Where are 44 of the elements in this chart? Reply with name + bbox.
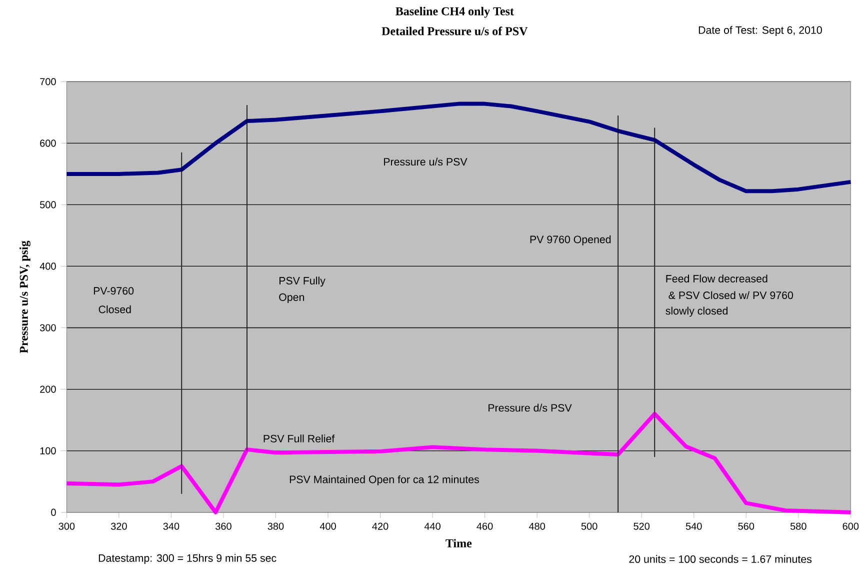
annotation: Feed Flow decreased	[666, 274, 768, 282]
text: 20 units = 100 seconds = 1.67 minutes	[629, 555, 812, 563]
chart-title: Baseline CH4 only Test	[396, 6, 514, 18]
y-tick-label: 0	[51, 508, 56, 516]
y-tick-label: 100	[40, 447, 56, 454]
y-tick-label: 400	[40, 262, 56, 270]
x-tick-label: 540	[686, 522, 702, 530]
x-axis-title: Time	[446, 538, 472, 548]
x-tick-label: 560	[738, 522, 754, 530]
line-series	[64, 412, 853, 514]
y-tick-label: 600	[40, 140, 56, 147]
annotation: slowly closed	[666, 306, 728, 317]
annotation: PSV Maintained Open for ca 12 minutes	[290, 475, 479, 486]
text: Datestamp: 300 = 15hrs 9 min 55 sec	[98, 554, 276, 564]
x-tick-label: 480	[528, 522, 546, 530]
x-tick-label: 340	[163, 522, 180, 530]
annotation: Open	[279, 293, 304, 304]
annotation: Closed	[98, 305, 131, 314]
annotation: Pressure d/s PSV	[488, 404, 572, 412]
y-tick-label: 500	[40, 201, 56, 208]
y-tick-label: 300	[40, 324, 56, 332]
annotation: Pressure u/s PSV	[384, 158, 468, 166]
annotation: PSV Fully	[279, 276, 326, 287]
x-tick-label: 360	[216, 522, 232, 530]
x-tick-label: 440	[424, 522, 440, 530]
chart-subtitle: Detailed Pressure u/s of PSV	[382, 26, 528, 36]
x-tick-label: 500	[581, 522, 598, 530]
text: Date of Test: Sept 6, 2010	[698, 26, 822, 36]
x-tick-label: 580	[790, 522, 806, 530]
x-tick-label: 420	[372, 522, 388, 530]
annotation: PV 9760 Opened	[530, 235, 611, 246]
x-tick-label: 400	[320, 522, 336, 530]
annotation: PV-9760	[94, 287, 134, 295]
x-tick-label: 460	[476, 522, 493, 530]
x-tick-label: 380	[268, 522, 284, 530]
annotation: & PSV Closed w/ PV 9760	[668, 291, 794, 300]
x-tick-label: 320	[110, 522, 127, 530]
y-axis-title: Pressure u/s PSV, psig	[19, 240, 30, 354]
x-tick-label: 520	[634, 522, 650, 530]
x-tick-label: 600	[842, 522, 859, 530]
annotation: PSV Full Relief	[264, 434, 335, 442]
y-tick-label: 700	[40, 78, 56, 86]
x-tick-label: 300	[58, 522, 75, 530]
y-tick-label: 200	[40, 386, 56, 393]
